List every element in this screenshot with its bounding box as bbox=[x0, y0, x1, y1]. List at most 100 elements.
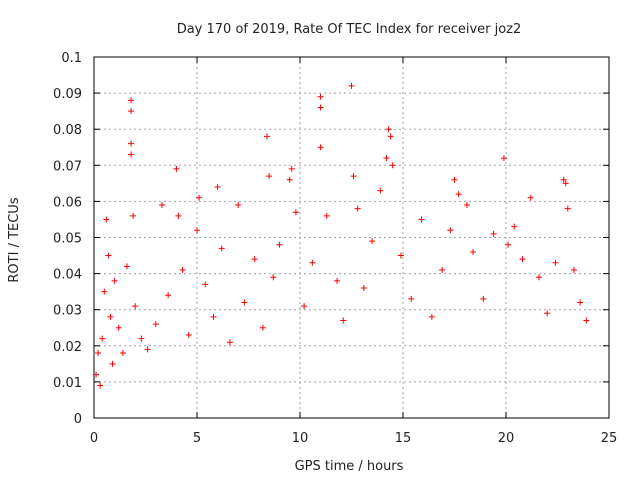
data-point bbox=[128, 97, 135, 104]
data-point bbox=[210, 313, 217, 320]
data-point bbox=[175, 212, 182, 219]
data-point bbox=[109, 360, 116, 367]
data-point bbox=[470, 248, 477, 255]
data-point bbox=[99, 335, 106, 342]
data-point bbox=[552, 259, 559, 266]
y-tick-label: 0 bbox=[74, 412, 82, 427]
data-point bbox=[128, 108, 135, 115]
y-tick-label: 0.03 bbox=[53, 304, 82, 319]
data-point bbox=[544, 310, 551, 317]
data-point bbox=[418, 216, 425, 223]
data-point bbox=[350, 173, 357, 180]
data-point bbox=[173, 165, 180, 172]
data-point bbox=[490, 230, 497, 237]
x-tick-label: 5 bbox=[193, 431, 201, 446]
data-point bbox=[119, 350, 126, 357]
x-tick-label: 10 bbox=[292, 431, 309, 446]
data-point bbox=[564, 205, 571, 212]
data-point bbox=[527, 194, 534, 201]
data-point bbox=[202, 281, 209, 288]
data-point bbox=[340, 317, 347, 324]
data-point bbox=[408, 295, 415, 302]
data-point bbox=[397, 252, 404, 259]
data-point bbox=[103, 216, 110, 223]
data-point bbox=[455, 191, 462, 198]
data-point bbox=[511, 223, 518, 230]
y-tick-label: 0.02 bbox=[53, 340, 82, 355]
data-point bbox=[107, 313, 114, 320]
data-point bbox=[439, 266, 446, 273]
data-point bbox=[165, 292, 172, 299]
data-point bbox=[259, 324, 266, 331]
data-point bbox=[179, 266, 186, 273]
data-point bbox=[111, 277, 118, 284]
data-point bbox=[560, 176, 567, 183]
data-point bbox=[317, 144, 324, 151]
grid bbox=[94, 57, 609, 418]
data-point bbox=[387, 133, 394, 140]
data-point bbox=[270, 274, 277, 281]
data-point bbox=[317, 104, 324, 111]
data-point bbox=[583, 317, 590, 324]
y-tick-label: 0.05 bbox=[53, 232, 82, 247]
data-point bbox=[144, 346, 151, 353]
y-tick-label: 0.08 bbox=[53, 123, 82, 138]
chart-title: Day 170 of 2019, Rate Of TEC Index for r… bbox=[177, 22, 522, 37]
y-tick-label: 0.06 bbox=[53, 195, 82, 210]
data-point bbox=[93, 371, 100, 378]
data-point bbox=[152, 321, 159, 328]
data-point bbox=[317, 93, 324, 100]
data-point bbox=[451, 176, 458, 183]
data-point bbox=[185, 331, 192, 338]
data-point bbox=[138, 335, 145, 342]
data-point bbox=[276, 241, 283, 248]
data-point bbox=[123, 263, 130, 270]
x-tick-label: 15 bbox=[395, 431, 412, 446]
y-tick-label: 0.1 bbox=[61, 51, 82, 66]
data-point bbox=[241, 299, 248, 306]
data-point bbox=[354, 205, 361, 212]
data-point bbox=[214, 183, 221, 190]
data-point bbox=[447, 227, 454, 234]
data-point bbox=[196, 194, 203, 201]
data-point bbox=[480, 295, 487, 302]
y-tick-label: 0.09 bbox=[53, 87, 82, 102]
data-point bbox=[463, 202, 470, 209]
y-tick-label: 0.01 bbox=[53, 376, 82, 391]
data-point bbox=[97, 382, 104, 389]
data-point bbox=[389, 162, 396, 169]
data-point bbox=[288, 165, 295, 172]
data-point bbox=[101, 288, 108, 295]
data-point bbox=[309, 259, 316, 266]
data-point bbox=[128, 140, 135, 147]
data-point bbox=[348, 82, 355, 89]
data-point bbox=[500, 155, 507, 162]
data-point bbox=[226, 339, 233, 346]
data-point bbox=[95, 350, 102, 357]
data-point bbox=[519, 256, 526, 263]
data-point bbox=[505, 241, 512, 248]
data-point bbox=[428, 313, 435, 320]
x-tick-label: 0 bbox=[90, 431, 98, 446]
data-point bbox=[128, 151, 135, 158]
data-point bbox=[130, 212, 137, 219]
data-point bbox=[535, 274, 542, 281]
x-tick-label: 20 bbox=[498, 431, 515, 446]
data-point bbox=[292, 209, 299, 216]
x-tick-label: 25 bbox=[601, 431, 618, 446]
data-point bbox=[323, 212, 330, 219]
data-point bbox=[264, 133, 271, 140]
data-points bbox=[93, 82, 590, 389]
y-axis-title: ROTI / TECUs bbox=[7, 197, 22, 282]
data-point bbox=[158, 202, 165, 209]
data-point bbox=[251, 256, 258, 263]
data-point bbox=[286, 176, 293, 183]
data-point bbox=[577, 299, 584, 306]
x-axis: 0 5 10 15 20 25 bbox=[90, 57, 617, 446]
x-axis-title: GPS time / hours bbox=[295, 459, 404, 474]
data-point bbox=[194, 227, 200, 234]
data-point bbox=[562, 180, 569, 187]
y-axis: 0 0.01 0.02 0.03 0.04 0.05 0.06 0.07 0.08 0.09 0.1 bbox=[53, 51, 609, 427]
y-tick-label: 0.04 bbox=[53, 268, 82, 283]
